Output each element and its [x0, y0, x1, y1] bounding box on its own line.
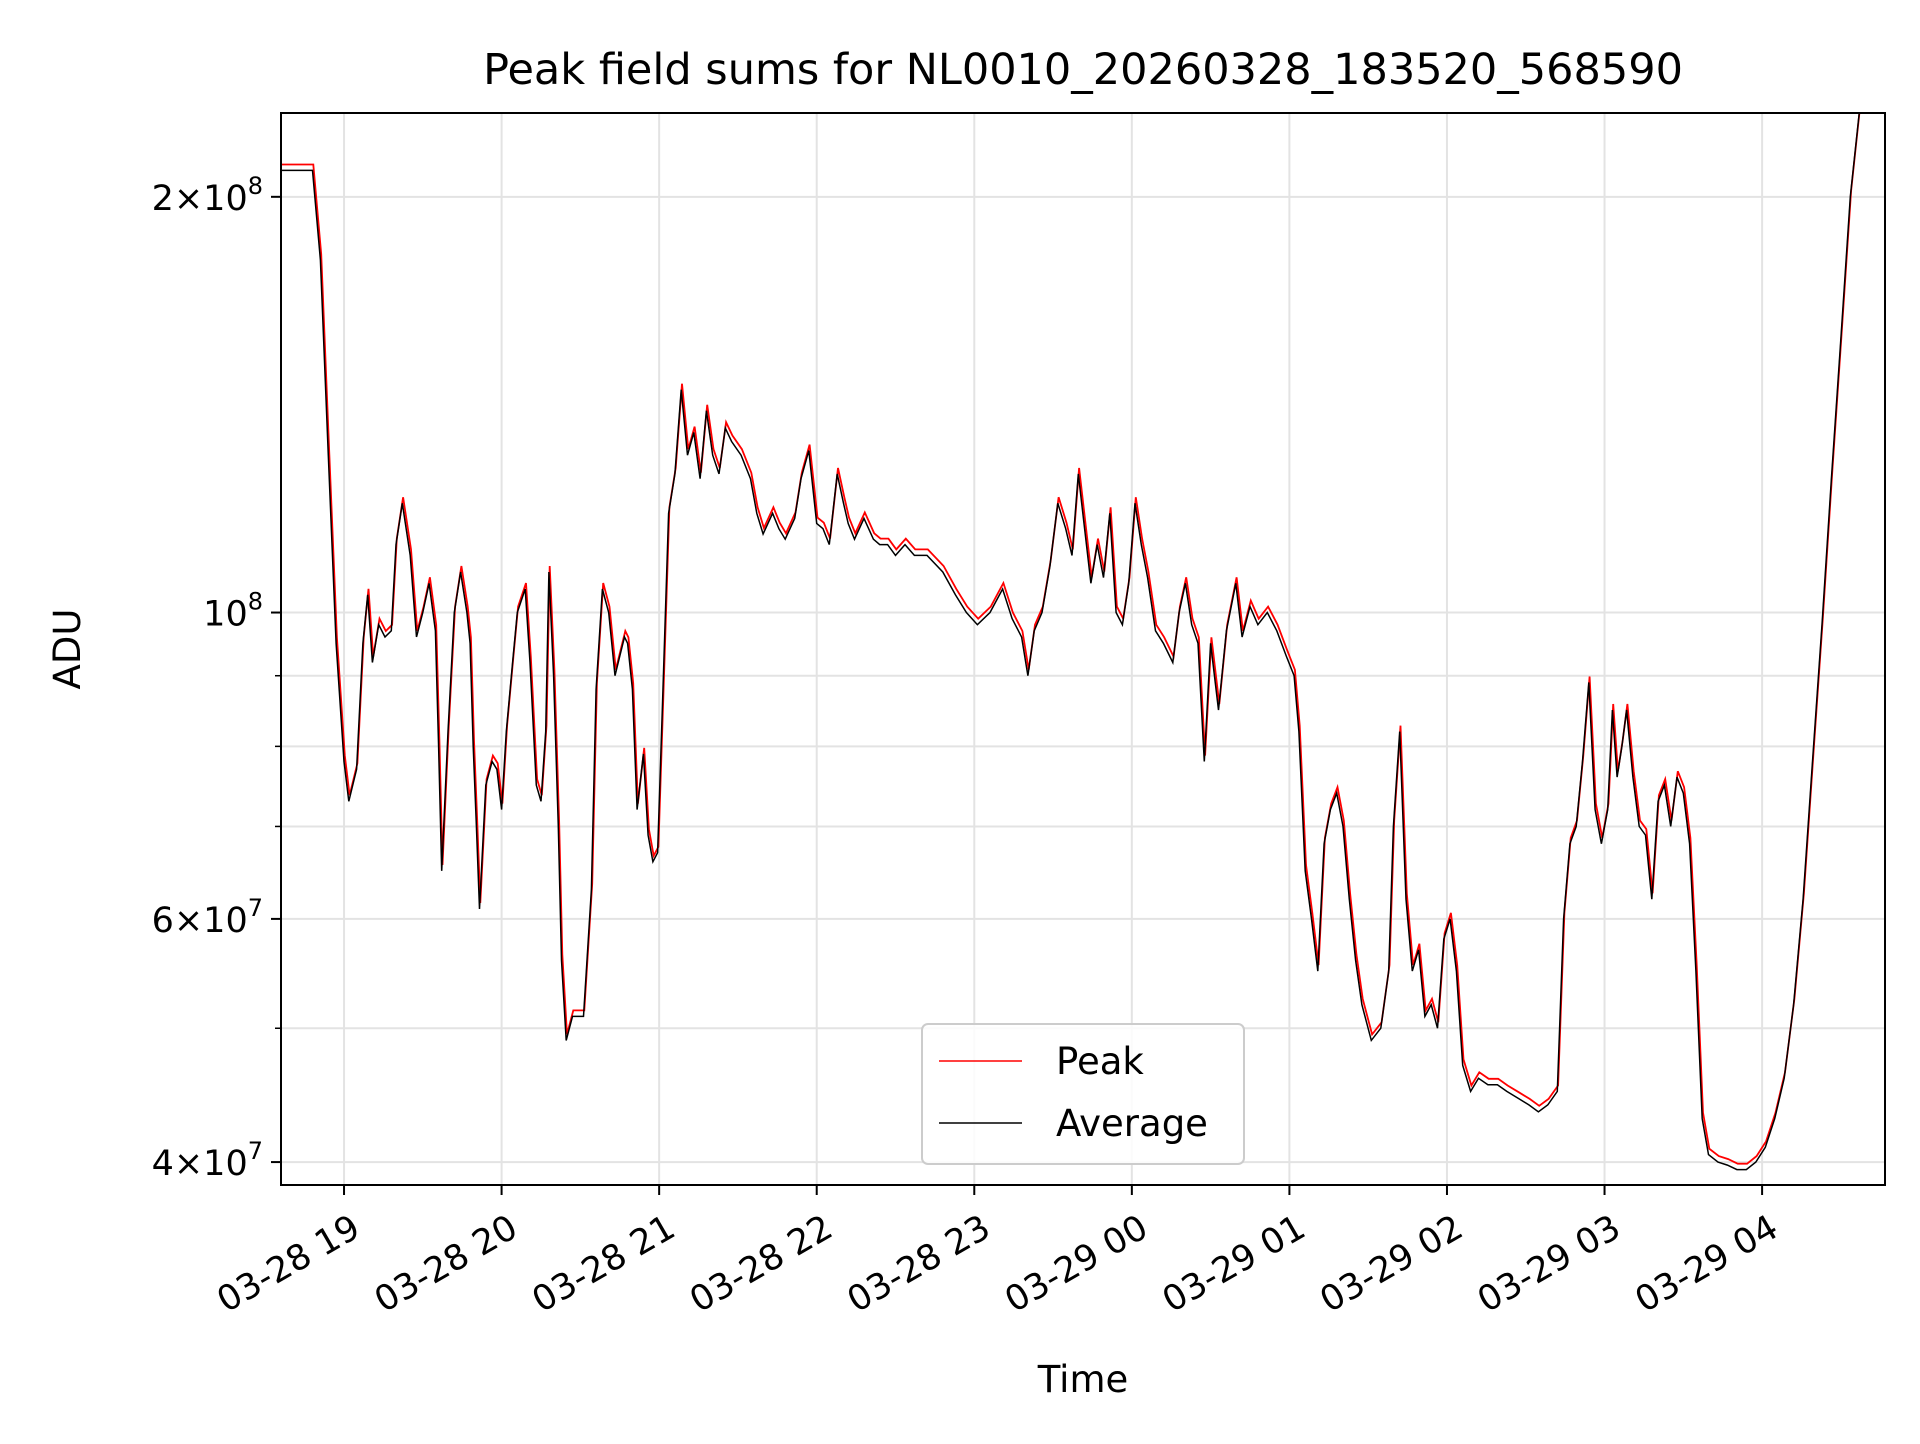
legend-label-average: Average	[1056, 1102, 1208, 1145]
legend: Peak Average	[921, 1023, 1245, 1165]
plot-frame	[280, 112, 1886, 1186]
y-tick-label: 6×107	[152, 894, 263, 941]
chart-title: Peak field sums for NL0010_20260328_1835…	[483, 45, 1683, 95]
legend-box	[921, 1023, 1245, 1165]
y-tick-label: 2×108	[152, 172, 263, 219]
y-tick-label: 108	[203, 588, 263, 635]
y-axis-ticks: 4×107 6×107 108 2×108	[152, 172, 281, 1184]
y-tick-label: 4×107	[152, 1137, 263, 1184]
series-line-average	[281, 113, 1860, 1171]
legend-label-peak: Peak	[1056, 1040, 1144, 1083]
series-lines	[281, 113, 1861, 1171]
y-axis-label: ADU	[46, 609, 89, 690]
x-axis-label: Time	[1037, 1358, 1129, 1401]
